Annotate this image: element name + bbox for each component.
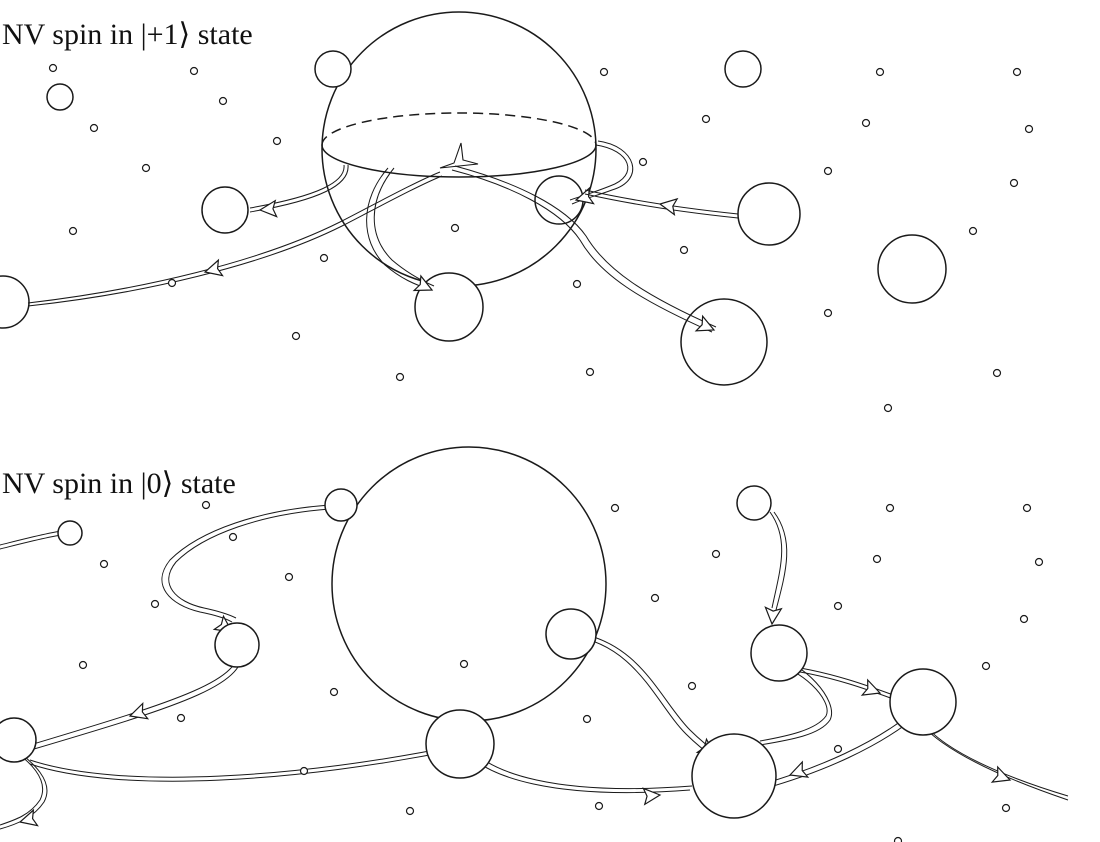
- small-spin-dots: [48, 63, 1034, 413]
- interaction-arrows: [27, 140, 739, 338]
- panel-label-bottom: NV spin in |0⟩ state: [2, 467, 236, 500]
- small-spin-dots-bottom: [78, 500, 1044, 842]
- nv-sphere-bottom: [331, 446, 607, 722]
- nuclear-spin-circles-bottom: [0, 485, 957, 819]
- panel-top: [0, 11, 1034, 413]
- nuclear-spin-circles: [0, 50, 947, 386]
- nv-sphere: [321, 11, 597, 287]
- panel-bottom: [0, 446, 1069, 842]
- panel-label-top: NV spin in |+1⟩ state: [2, 18, 253, 51]
